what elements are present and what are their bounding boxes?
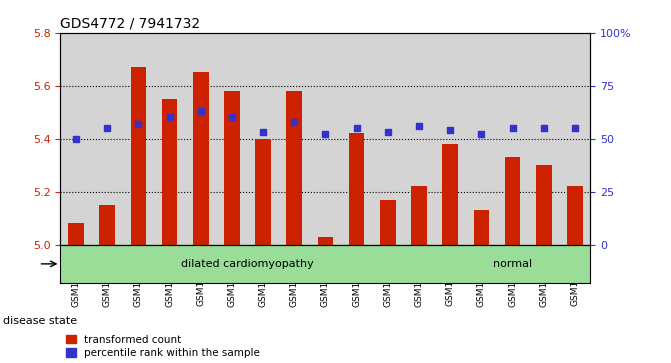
Bar	[403, 33, 435, 245]
Text: normal: normal	[493, 259, 532, 269]
Bar	[185, 33, 216, 245]
Bar	[341, 33, 372, 245]
Bar	[224, 91, 240, 245]
Bar	[560, 33, 590, 245]
Bar	[99, 205, 115, 245]
Bar	[154, 33, 185, 245]
Bar	[372, 33, 403, 245]
Bar	[91, 33, 123, 245]
Point	[445, 127, 456, 133]
Point	[413, 123, 424, 129]
Bar	[287, 91, 302, 245]
Bar	[60, 245, 435, 283]
Point	[507, 125, 518, 131]
Bar	[567, 186, 582, 245]
Point	[351, 125, 362, 131]
Bar	[536, 165, 552, 245]
Point	[70, 136, 81, 142]
Bar	[162, 99, 177, 245]
Bar	[216, 33, 248, 245]
Bar	[435, 245, 590, 283]
Point	[289, 119, 300, 125]
Bar	[317, 237, 333, 245]
Point	[133, 121, 144, 127]
Bar	[60, 33, 91, 245]
Point	[164, 115, 175, 121]
Bar	[310, 33, 341, 245]
Point	[320, 131, 331, 137]
Point	[195, 108, 206, 114]
Point	[382, 129, 393, 135]
Bar	[349, 133, 364, 245]
Text: dilated cardiomyopathy: dilated cardiomyopathy	[181, 259, 314, 269]
Bar	[497, 33, 528, 245]
Bar	[193, 72, 209, 245]
Point	[476, 131, 486, 137]
Bar	[528, 33, 560, 245]
Point	[258, 129, 268, 135]
Bar	[435, 33, 466, 245]
Text: GDS4772 / 7941732: GDS4772 / 7941732	[60, 16, 201, 30]
Point	[227, 115, 238, 121]
Bar	[123, 33, 154, 245]
Bar	[68, 223, 84, 245]
Bar	[131, 67, 146, 245]
Bar	[248, 33, 278, 245]
Point	[538, 125, 549, 131]
Bar	[380, 200, 396, 245]
Bar	[505, 157, 520, 245]
Legend: transformed count, percentile rank within the sample: transformed count, percentile rank withi…	[66, 335, 260, 358]
Point	[570, 125, 580, 131]
Bar	[442, 144, 458, 245]
Bar	[278, 33, 310, 245]
Text: disease state: disease state	[3, 316, 77, 326]
Bar	[255, 139, 271, 245]
Bar	[411, 186, 427, 245]
Bar	[466, 33, 497, 245]
Bar	[474, 210, 489, 245]
Point	[102, 125, 113, 131]
